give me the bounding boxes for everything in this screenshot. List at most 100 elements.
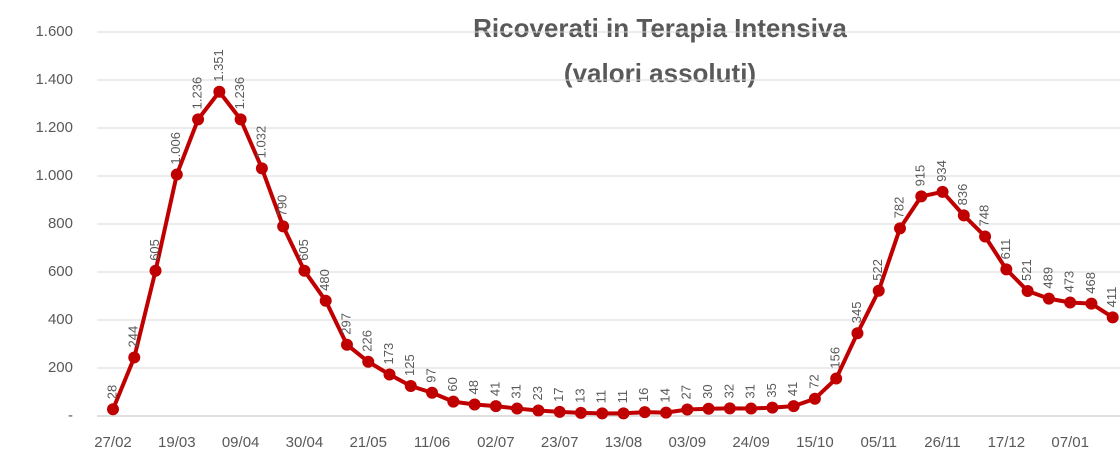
point [957, 209, 970, 222]
point [362, 355, 375, 368]
data-label: 48 [466, 380, 481, 394]
point [1000, 263, 1013, 276]
x-tick-label: 30/04 [286, 434, 324, 451]
point [170, 168, 183, 181]
data-label: 345 [849, 301, 864, 323]
x-tick-label: 23/07 [541, 434, 579, 451]
data-label: 23 [530, 386, 545, 400]
point [107, 403, 119, 416]
point [574, 406, 587, 419]
x-tick-label: 13/08 [605, 434, 643, 451]
chart-title: Ricoverati in Terapia Intensiva [473, 13, 847, 43]
point [723, 402, 736, 415]
x-tick-label: 26/11 [924, 434, 960, 451]
point [596, 407, 609, 420]
data-label: 611 [998, 239, 1013, 260]
point [255, 162, 268, 175]
x-tick-label: 07/01 [1051, 434, 1089, 451]
data-label: 605 [147, 239, 162, 261]
point [979, 230, 992, 243]
point [468, 398, 481, 411]
point [766, 401, 779, 414]
point [277, 220, 290, 233]
data-label: 468 [1083, 272, 1098, 294]
x-tick-label: 19/03 [158, 434, 196, 451]
point [149, 264, 162, 277]
point [745, 402, 758, 415]
data-label: 16 [636, 388, 651, 402]
x-tick-label: 05/11 [861, 434, 897, 451]
x-tick-label: 24/09 [732, 434, 770, 451]
point [192, 113, 205, 126]
x-tick-label: 03/09 [669, 434, 707, 451]
data-label: 605 [296, 239, 311, 261]
point [447, 395, 460, 408]
point [553, 405, 566, 418]
data-label: 31 [509, 384, 524, 398]
data-label: 41 [487, 382, 502, 396]
point [617, 407, 630, 420]
data-label: 17 [551, 387, 566, 401]
data-label: 748 [977, 205, 992, 227]
point [340, 338, 353, 351]
data-label: 11 [615, 390, 630, 404]
point [213, 85, 226, 98]
data-label: 1.006 [168, 132, 183, 165]
point [851, 327, 864, 340]
point [1106, 311, 1119, 324]
data-label: 28 [104, 385, 119, 399]
point [532, 404, 545, 417]
y-tick-label: 200 [48, 359, 73, 376]
point [383, 368, 396, 381]
x-tick-label: 09/04 [222, 434, 260, 451]
data-label: 521 [1019, 259, 1034, 281]
data-label: 1.032 [253, 126, 268, 159]
data-label: 1.351 [211, 49, 226, 82]
data-label: 1.236 [232, 77, 247, 110]
point [404, 380, 417, 392]
data-label: 782 [891, 197, 906, 219]
point [936, 185, 949, 198]
data-label: 297 [338, 313, 353, 335]
data-label: 226 [360, 330, 375, 352]
y-tick-label: 800 [48, 215, 73, 232]
data-label: 30 [700, 384, 715, 398]
data-label: 11 [594, 390, 609, 404]
point [1064, 296, 1077, 309]
y-tick-label: 400 [48, 311, 73, 328]
data-label: 72 [806, 374, 821, 388]
point [234, 113, 247, 126]
x-tick-label: 11/06 [414, 434, 450, 451]
point [808, 392, 821, 405]
data-label: 489 [1040, 267, 1055, 289]
data-label: 836 [955, 184, 970, 206]
x-tick-label: 21/05 [349, 434, 387, 451]
y-tick-label: - [68, 407, 73, 424]
data-label: 14 [657, 388, 672, 402]
point [681, 403, 694, 416]
data-label: 27 [679, 385, 694, 399]
point [319, 294, 332, 307]
data-label: 473 [1062, 271, 1077, 293]
data-label: 125 [402, 354, 417, 376]
point [426, 386, 439, 399]
point [1085, 297, 1098, 310]
point [660, 406, 673, 419]
chart-subtitle: (valori assoluti) [564, 58, 756, 88]
x-tick-label: 15/10 [796, 434, 834, 451]
x-tick-label: 17/12 [988, 434, 1026, 451]
y-tick-label: 600 [48, 263, 73, 280]
data-label: 915 [913, 165, 928, 187]
point [872, 284, 885, 297]
data-label: 790 [275, 195, 290, 217]
point [893, 222, 906, 235]
y-tick-label: 1.000 [35, 167, 73, 184]
point [298, 264, 311, 277]
x-tick-label: 27/02 [94, 434, 132, 451]
data-label: 244 [126, 326, 141, 348]
data-label: 41 [785, 382, 800, 396]
point [787, 400, 800, 413]
data-label: 35 [764, 383, 779, 397]
data-label: 31 [743, 384, 758, 398]
